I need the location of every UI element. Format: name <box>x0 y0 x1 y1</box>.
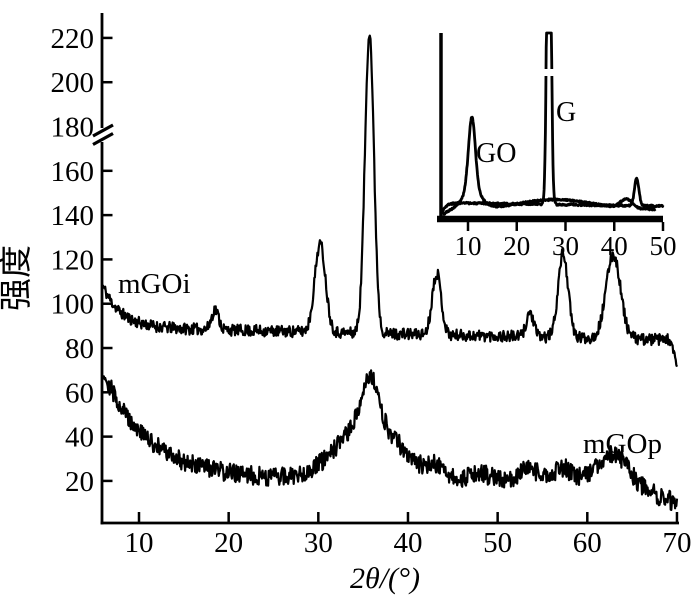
inset-x-tick-label: 20 <box>503 231 530 261</box>
x-tick-label: 10 <box>125 527 154 559</box>
inset-x-tick-label: 10 <box>455 231 482 261</box>
generated-plot-layers: 20 40 60 80 100 120 140 160 180 200 220 10 20 30 40 50 6… <box>51 13 691 559</box>
series-label-mgop: mGOp <box>583 428 662 460</box>
y-tick-label: 20 <box>65 466 94 498</box>
inset-x-tick-label: 40 <box>601 231 628 261</box>
y-tick-label: 100 <box>51 289 95 321</box>
y-tick-label: 60 <box>65 377 94 409</box>
inset-series-label-go: GO <box>476 138 516 169</box>
y-axis-break-slash <box>92 123 114 138</box>
x-tick-label: 60 <box>573 527 602 559</box>
y-tick-label: 180 <box>51 112 95 144</box>
y-tick-label: 200 <box>51 67 95 99</box>
y-axis-title: 强度 <box>0 245 35 311</box>
inset-series-curve-G <box>441 31 665 214</box>
inset-series-curve-GO <box>442 115 657 216</box>
x-tick-label: 20 <box>214 527 243 559</box>
y-tick-label: 140 <box>51 200 95 232</box>
x-axis-title: 2θ/(°) <box>350 562 420 595</box>
y-tick-label: 40 <box>65 422 94 454</box>
series-curve-mGOp <box>101 369 679 511</box>
inset-x-tick-label: 30 <box>552 231 579 261</box>
x-tick-label: 50 <box>483 527 512 559</box>
series-curve-mGOi <box>101 34 679 368</box>
y-tick-label: 220 <box>51 23 95 55</box>
y-tick-label: 120 <box>51 244 95 276</box>
y-axis-break-slash <box>92 132 114 146</box>
series-label-mgoi: mGOi <box>118 268 191 300</box>
x-tick-label: 70 <box>662 527 691 559</box>
y-tick-label: 80 <box>65 333 94 365</box>
inset-x-tick-label: 50 <box>650 231 677 261</box>
inset-series-label-g: G <box>556 97 576 128</box>
y-tick-label: 160 <box>51 156 95 188</box>
x-tick-label: 30 <box>304 527 333 559</box>
inset-g-peak-break <box>543 69 555 76</box>
x-tick-label: 40 <box>393 527 422 559</box>
